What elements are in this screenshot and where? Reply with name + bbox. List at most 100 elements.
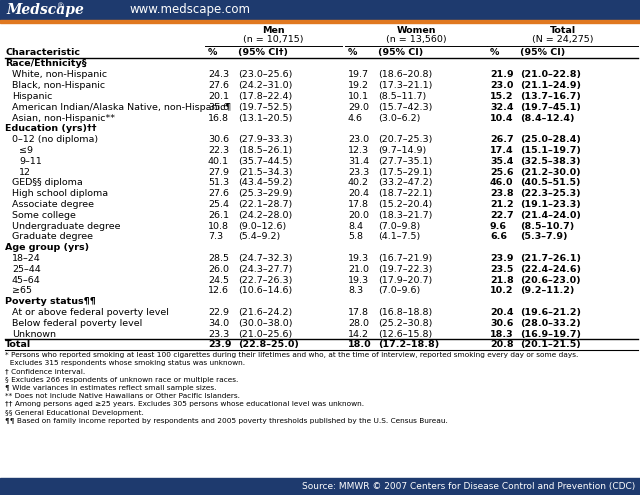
Text: 23.8: 23.8: [490, 189, 514, 198]
Text: (21.7–26.1): (21.7–26.1): [520, 254, 581, 263]
Text: 28.5: 28.5: [208, 254, 229, 263]
Text: 30.6: 30.6: [208, 135, 229, 144]
Text: 27.6: 27.6: [208, 189, 229, 198]
Text: (16.7–21.9): (16.7–21.9): [378, 254, 432, 263]
Text: ¶¶ Based on family income reported by respondents and 2005 poverty thresholds pu: ¶¶ Based on family income reported by re…: [5, 418, 448, 424]
Text: (95% CI): (95% CI): [378, 48, 423, 57]
Text: High school diploma: High school diploma: [12, 189, 108, 198]
Text: 18.0: 18.0: [348, 340, 372, 349]
Text: 21.9: 21.9: [490, 70, 514, 79]
Text: Characteristic: Characteristic: [5, 48, 80, 57]
Text: (19.7–52.5): (19.7–52.5): [238, 102, 292, 112]
Text: (8.4–12.4): (8.4–12.4): [520, 113, 575, 122]
Text: (n = 13,560): (n = 13,560): [386, 35, 446, 44]
Text: 12.6: 12.6: [208, 286, 229, 296]
Text: (25.0–28.4): (25.0–28.4): [520, 135, 581, 144]
Text: 31.4: 31.4: [348, 157, 369, 166]
Text: 10.1: 10.1: [348, 92, 369, 101]
Text: 19.3: 19.3: [348, 276, 369, 285]
Text: 19.3: 19.3: [348, 254, 369, 263]
Text: Excludes 315 respondents whose smoking status was unknown.: Excludes 315 respondents whose smoking s…: [5, 360, 245, 366]
Text: 0–12 (no diploma): 0–12 (no diploma): [12, 135, 98, 144]
Text: Graduate degree: Graduate degree: [12, 232, 93, 241]
Text: 8.4: 8.4: [348, 221, 363, 231]
Text: Men: Men: [262, 26, 285, 35]
Text: Unknown: Unknown: [12, 330, 56, 339]
Bar: [0, 0, 640, 20]
Text: (5.4–9.2): (5.4–9.2): [238, 232, 280, 241]
Text: 25.6: 25.6: [490, 167, 513, 177]
Text: Hispanic: Hispanic: [12, 92, 52, 101]
Text: 32.4: 32.4: [490, 102, 513, 112]
Text: White, non-Hispanic: White, non-Hispanic: [12, 70, 107, 79]
Text: 21.8: 21.8: [490, 276, 514, 285]
Text: (3.0–6.2): (3.0–6.2): [378, 113, 420, 122]
Text: 10.8: 10.8: [208, 221, 229, 231]
Text: 24.3: 24.3: [208, 70, 229, 79]
Text: (43.4–59.2): (43.4–59.2): [238, 178, 292, 187]
Text: 6.6: 6.6: [490, 232, 507, 241]
Text: (28.0–33.2): (28.0–33.2): [520, 319, 580, 328]
Text: 10.2: 10.2: [490, 286, 513, 296]
Text: (10.6–14.6): (10.6–14.6): [238, 286, 292, 296]
Text: 46.0: 46.0: [490, 178, 513, 187]
Text: 23.3: 23.3: [208, 330, 229, 339]
Text: (21.5–34.3): (21.5–34.3): [238, 167, 292, 177]
Text: (8.5–10.7): (8.5–10.7): [520, 221, 574, 231]
Text: 22.3: 22.3: [208, 146, 229, 155]
Text: At or above federal poverty level: At or above federal poverty level: [12, 308, 169, 317]
Bar: [0, 478, 640, 495]
Text: 40.1: 40.1: [208, 157, 229, 166]
Text: (9.2–11.2): (9.2–11.2): [520, 286, 574, 296]
Text: Below federal poverty level: Below federal poverty level: [12, 319, 142, 328]
Text: (20.1–21.5): (20.1–21.5): [520, 340, 580, 349]
Text: (7.0–9.6): (7.0–9.6): [378, 286, 420, 296]
Text: 40.2: 40.2: [348, 178, 369, 187]
Text: (30.0–38.0): (30.0–38.0): [238, 319, 292, 328]
Text: 14.2: 14.2: [348, 330, 369, 339]
Text: (17.3–21.1): (17.3–21.1): [378, 81, 433, 90]
Text: 17.8: 17.8: [348, 308, 369, 317]
Text: American Indian/Alaska Native, non-Hispanic¶: American Indian/Alaska Native, non-Hispa…: [12, 102, 231, 112]
Text: Associate degree: Associate degree: [12, 200, 94, 209]
Text: (95% CI): (95% CI): [520, 48, 565, 57]
Text: 30.6: 30.6: [490, 319, 513, 328]
Text: Medscape: Medscape: [6, 3, 84, 17]
Text: 27.9: 27.9: [208, 167, 229, 177]
Text: 25–44: 25–44: [12, 265, 41, 274]
Text: (19.7–22.3): (19.7–22.3): [378, 265, 433, 274]
Text: (13.7–16.7): (13.7–16.7): [520, 92, 581, 101]
Text: §§ General Educational Development.: §§ General Educational Development.: [5, 409, 144, 415]
Text: (15.2–20.4): (15.2–20.4): [378, 200, 432, 209]
Text: 51.3: 51.3: [208, 178, 229, 187]
Text: (18.7–22.1): (18.7–22.1): [378, 189, 432, 198]
Text: (23.0–25.6): (23.0–25.6): [238, 70, 292, 79]
Text: †† Among persons aged ≥25 years. Excludes 305 persons whose educational level wa: †† Among persons aged ≥25 years. Exclude…: [5, 401, 364, 407]
Text: 29.0: 29.0: [348, 102, 369, 112]
Text: (21.0–22.8): (21.0–22.8): [520, 70, 581, 79]
Text: (n = 10,715): (n = 10,715): [243, 35, 304, 44]
Text: 12: 12: [19, 167, 31, 177]
Text: 23.5: 23.5: [490, 265, 513, 274]
Text: 19.7: 19.7: [348, 70, 369, 79]
Text: ®: ®: [57, 2, 65, 10]
Text: 34.0: 34.0: [208, 319, 229, 328]
Text: § Excludes 266 respondents of unknown race or multiple races.: § Excludes 266 respondents of unknown ra…: [5, 377, 238, 383]
Text: (24.7–32.3): (24.7–32.3): [238, 254, 292, 263]
Text: 23.9: 23.9: [490, 254, 513, 263]
Text: (18.5–26.1): (18.5–26.1): [238, 146, 292, 155]
Text: %: %: [208, 48, 218, 57]
Text: (19.1–23.3): (19.1–23.3): [520, 200, 580, 209]
Text: %: %: [490, 48, 499, 57]
Text: (9.0–12.6): (9.0–12.6): [238, 221, 286, 231]
Bar: [0, 20, 640, 23]
Text: (21.1–24.9): (21.1–24.9): [520, 81, 581, 90]
Text: (17.8–22.4): (17.8–22.4): [238, 92, 292, 101]
Text: 4.6: 4.6: [348, 113, 363, 122]
Text: (24.2–28.0): (24.2–28.0): [238, 211, 292, 220]
Text: (24.3–27.7): (24.3–27.7): [238, 265, 292, 274]
Text: Black, non-Hispanic: Black, non-Hispanic: [12, 81, 105, 90]
Text: 23.0: 23.0: [490, 81, 513, 90]
Text: 26.0: 26.0: [208, 265, 229, 274]
Text: Poverty status¶¶: Poverty status¶¶: [5, 297, 96, 306]
